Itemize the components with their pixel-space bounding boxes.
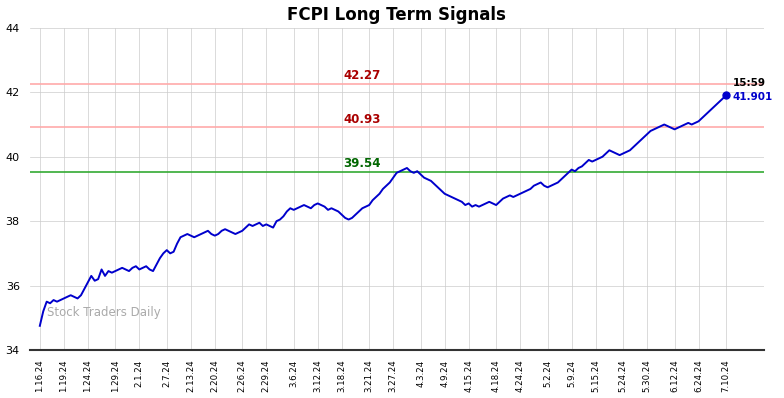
Title: FCPI Long Term Signals: FCPI Long Term Signals <box>287 6 506 23</box>
Text: 39.54: 39.54 <box>343 157 381 170</box>
Text: 15:59: 15:59 <box>733 78 766 88</box>
Text: Stock Traders Daily: Stock Traders Daily <box>47 306 161 319</box>
Text: 40.93: 40.93 <box>343 113 381 126</box>
Text: 41.901: 41.901 <box>733 92 773 102</box>
Text: 42.27: 42.27 <box>343 69 381 82</box>
